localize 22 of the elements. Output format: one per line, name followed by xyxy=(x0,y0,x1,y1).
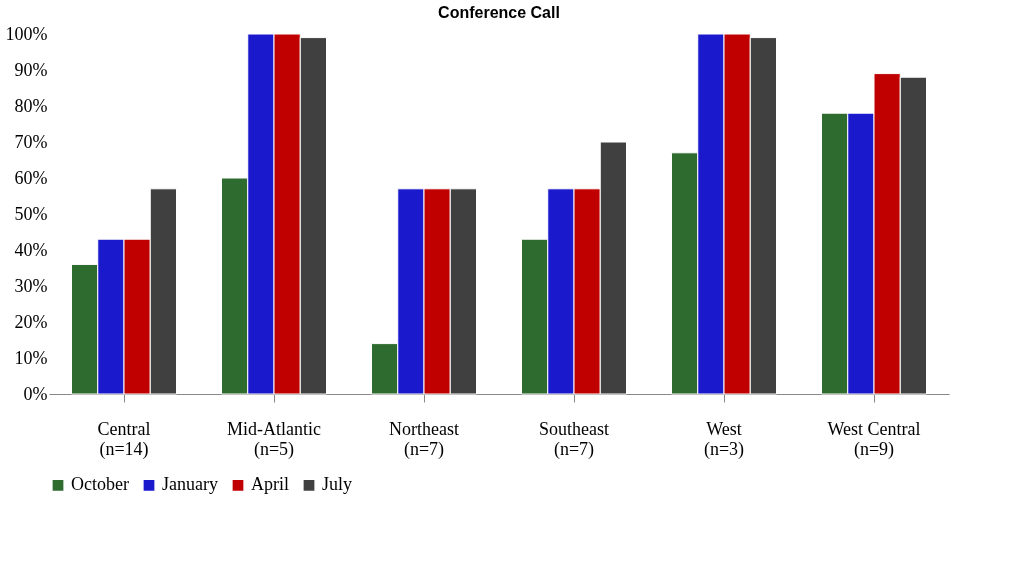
x-tick-label: Central (n=14) xyxy=(97,418,151,460)
x-tick-label: Southeast (n=7) xyxy=(539,418,609,460)
y-tick-label: 0% xyxy=(23,383,48,404)
legend-label: July xyxy=(322,474,353,495)
x-tick-label: Northeast (n=7) xyxy=(389,418,459,460)
legend-label: October xyxy=(71,474,129,495)
y-tick-label: 30% xyxy=(14,275,48,296)
y-tick-label: 50% xyxy=(14,203,48,224)
y-tick-label: 80% xyxy=(14,95,48,116)
legend-label: April xyxy=(251,474,289,495)
y-tick-label: 90% xyxy=(14,59,48,80)
y-tick-label: 20% xyxy=(14,311,48,332)
y-tick-label: 40% xyxy=(14,239,48,260)
x-tick-label: Mid-Atlantic (n=5) xyxy=(227,418,321,460)
chart-title: Conference Call xyxy=(438,4,560,21)
y-tick-label: 10% xyxy=(14,347,48,368)
legend-label: January xyxy=(162,474,218,495)
y-tick-label: 60% xyxy=(14,167,48,188)
y-tick-label: 100% xyxy=(5,23,48,44)
y-tick-label: 70% xyxy=(14,131,48,152)
x-tick-label: West Central (n=9) xyxy=(827,418,921,460)
x-tick-label: West (n=3) xyxy=(703,418,745,460)
